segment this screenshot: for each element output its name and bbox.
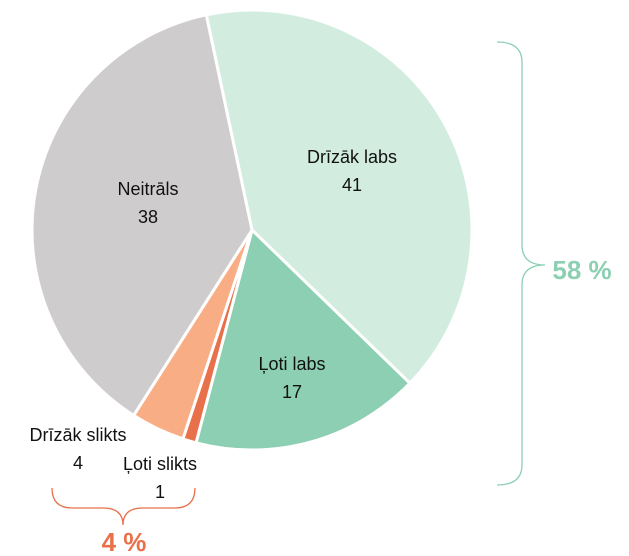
- slice-value: 1: [155, 482, 165, 502]
- annotation: 58 %: [552, 255, 611, 285]
- pie-slice: [30, 13, 254, 418]
- brace-positive: [496, 41, 546, 486]
- slice-value: 41: [342, 175, 362, 195]
- slice-value: 38: [138, 207, 158, 227]
- slice-label: Ļoti labs: [258, 354, 325, 374]
- slice-value: 4: [73, 453, 83, 473]
- brace-negative: [51, 487, 196, 526]
- slice-label: Drīzāk slikts: [29, 425, 126, 445]
- slice-label: Neitrāls: [117, 179, 178, 199]
- pie-slice: [194, 227, 413, 452]
- annotation: 4 %: [102, 527, 147, 556]
- pie-slice: [204, 8, 474, 386]
- slice-label: Ļoti slikts: [123, 454, 197, 474]
- slice-value: 17: [282, 382, 302, 402]
- slice-label: Drīzāk labs: [307, 147, 397, 167]
